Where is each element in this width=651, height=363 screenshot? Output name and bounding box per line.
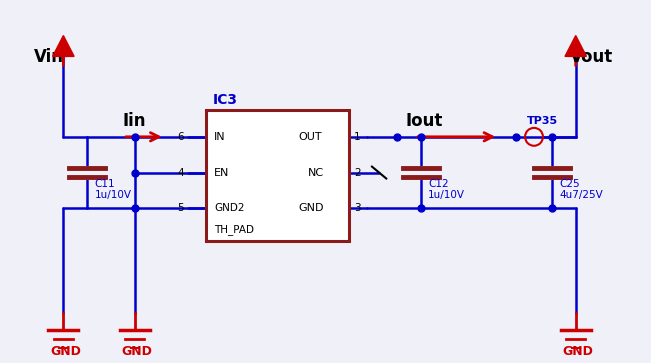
Text: TH_PAD: TH_PAD xyxy=(214,224,254,235)
Text: 5: 5 xyxy=(177,203,184,213)
Text: GND: GND xyxy=(562,346,594,358)
Text: GND: GND xyxy=(299,203,324,213)
Text: 3: 3 xyxy=(354,203,361,213)
Text: GND: GND xyxy=(122,346,152,358)
Bar xyxy=(206,110,350,241)
Text: GND: GND xyxy=(50,346,81,358)
Text: Vin: Vin xyxy=(34,48,64,66)
Text: EN: EN xyxy=(214,168,229,178)
Text: OUT: OUT xyxy=(299,132,322,142)
Text: 2: 2 xyxy=(354,168,361,178)
Text: C12
1u/10V: C12 1u/10V xyxy=(428,179,465,200)
Text: GND2: GND2 xyxy=(214,203,245,213)
Text: Iout: Iout xyxy=(406,112,443,130)
Text: 6: 6 xyxy=(177,132,184,142)
Text: NC: NC xyxy=(308,168,324,178)
Text: IC3: IC3 xyxy=(212,93,238,107)
Text: C11
1u/10V: C11 1u/10V xyxy=(94,179,132,200)
Polygon shape xyxy=(565,36,587,56)
Text: Vout: Vout xyxy=(570,48,613,66)
Text: 1: 1 xyxy=(354,132,361,142)
Text: TP35: TP35 xyxy=(527,116,558,126)
Text: 4: 4 xyxy=(177,168,184,178)
Text: Iin: Iin xyxy=(123,112,146,130)
Text: IN: IN xyxy=(214,132,226,142)
Text: C25
4u7/25V: C25 4u7/25V xyxy=(559,179,603,200)
Polygon shape xyxy=(53,36,74,56)
